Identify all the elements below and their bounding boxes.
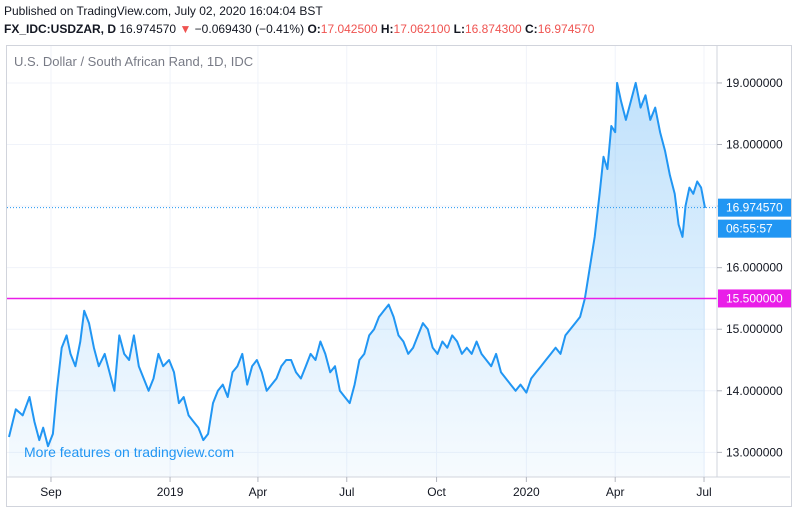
x-tick-label: Jul [339, 485, 354, 499]
x-tick-label: Jul [696, 485, 711, 499]
y-tick-label: 13.000000 [726, 445, 783, 459]
y-tick-label: 18.000000 [726, 138, 783, 152]
price-area-fill [9, 82, 705, 478]
low-value: 16.874300 [464, 22, 522, 36]
x-tick-label: 2019 [157, 485, 184, 499]
countdown-label: 06:55:57 [726, 222, 773, 236]
chart-title: U.S. Dollar / South African Rand, 1D, ID… [14, 54, 253, 69]
x-tick-label: 2020 [513, 485, 540, 499]
high-label: H: [380, 22, 394, 36]
open-value: 17.042500 [320, 22, 378, 36]
open-label: O: [307, 22, 321, 36]
y-tick-label: 19.000000 [726, 76, 783, 90]
x-tick-label: Oct [427, 485, 446, 499]
y-tick-label: 15.000000 [726, 322, 783, 336]
symbol-label: FX_IDC:USDZAR, D [4, 22, 117, 36]
low-label: L: [453, 22, 465, 36]
watermark-text[interactable]: More features on tradingview.com [24, 444, 234, 460]
current-price-label: 16.974570 [726, 201, 783, 215]
chart-frame [6, 45, 792, 507]
price-change: −0.069430 (−0.41%) [194, 22, 305, 36]
countdown-label-bg [718, 219, 791, 238]
horizontal-line-label-bg [718, 289, 791, 308]
last-price: 16.974570 [119, 22, 177, 36]
horizontal-line-label: 15.500000 [726, 291, 783, 305]
close-label: C: [525, 22, 538, 36]
x-tick-label: Apr [249, 485, 268, 499]
current-price-label-bg [718, 198, 791, 217]
published-caption: Published on TradingView.com, July 02, 2… [4, 4, 323, 18]
price-line [8, 81, 706, 448]
y-tick-label: 14.000000 [726, 384, 783, 398]
quote-line: FX_IDC:USDZAR, D 16.974570 ▼ −0.069430 (… [4, 22, 594, 36]
x-tick-label: Sep [40, 485, 62, 499]
down-arrow-icon: ▼ [179, 22, 192, 36]
high-value: 17.062100 [393, 22, 451, 36]
x-tick-label: Apr [606, 485, 625, 499]
y-tick-label: 16.000000 [726, 261, 783, 275]
close-value: 16.974570 [537, 22, 595, 36]
